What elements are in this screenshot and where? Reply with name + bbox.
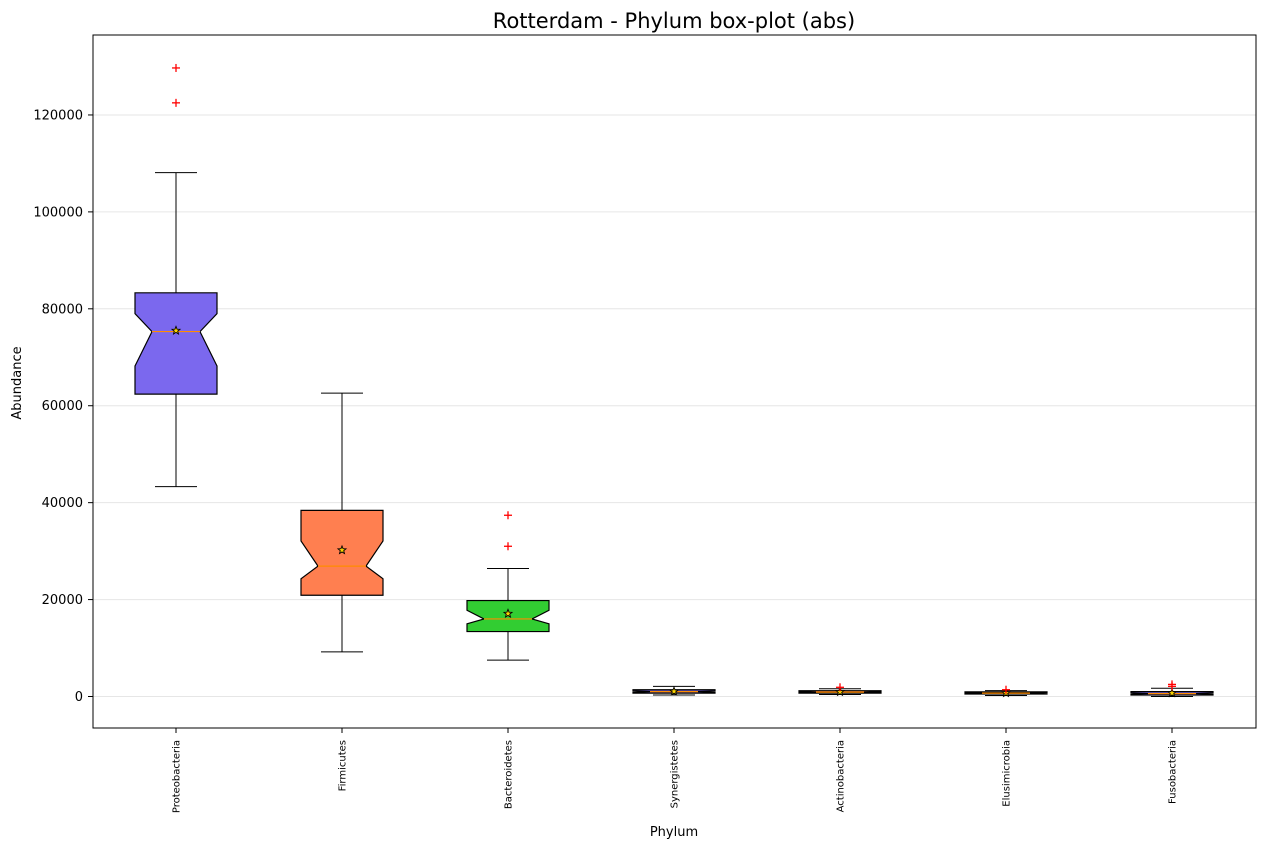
outlier-point	[172, 98, 180, 107]
y-tick-label: 20000	[42, 593, 83, 608]
x-tick-label: Firmicutes	[338, 740, 349, 791]
box-elusimicrobia	[964, 685, 1048, 698]
y-tick-label: 60000	[42, 399, 83, 414]
outlier-point	[836, 683, 844, 692]
outlier-point	[1002, 685, 1010, 694]
mean-marker	[834, 686, 846, 697]
x-tick-label: Fusobacteria	[1168, 740, 1179, 804]
y-axis: 0 20000 40000 60000 80000 100000 120000	[33, 108, 93, 705]
y-tick-label: 80000	[42, 302, 83, 317]
y-tick-label: 40000	[42, 496, 83, 511]
mean-marker	[1166, 687, 1178, 698]
outlier-point	[172, 63, 180, 72]
x-axis-label: Phylum	[650, 825, 698, 840]
box-actinobacteria	[798, 683, 882, 697]
outlier-point	[504, 511, 512, 520]
y-tick-label: 0	[75, 690, 83, 705]
box-body	[300, 509, 384, 596]
box-proteobacteria	[134, 63, 218, 488]
mean-marker	[502, 608, 514, 619]
x-axis: Proteobacteria Firmicutes Bacteroidetes Syn…	[172, 728, 1179, 813]
outlier-point	[504, 542, 512, 551]
plot-frame	[92, 34, 1257, 729]
box-bacteroidetes	[466, 511, 550, 661]
x-tick-label: Proteobacteria	[172, 740, 183, 813]
outlier-point	[1168, 680, 1176, 689]
box-synergistetes	[632, 685, 716, 696]
mean-marker	[170, 325, 182, 336]
x-tick-label: Elusimicrobia	[1002, 740, 1013, 807]
y-axis-label: Abundance	[10, 346, 25, 419]
box-body	[134, 292, 218, 395]
box-body	[466, 599, 550, 633]
chart-title: Rotterdam - Phylum box-plot (abs)	[493, 9, 855, 33]
box-firmicutes	[300, 392, 384, 653]
y-tick-label: 120000	[33, 108, 83, 123]
x-tick-label: Synergistetes	[670, 740, 681, 808]
box-fusobacteria	[1130, 680, 1214, 698]
box-series	[134, 63, 1214, 698]
mean-marker	[668, 685, 680, 696]
x-tick-label: Bacteroidetes	[504, 740, 515, 809]
y-tick-label: 100000	[33, 205, 83, 220]
x-tick-label: Actinobacteria	[836, 740, 847, 812]
y-gridlines	[93, 114, 1256, 697]
mean-marker	[336, 544, 348, 555]
